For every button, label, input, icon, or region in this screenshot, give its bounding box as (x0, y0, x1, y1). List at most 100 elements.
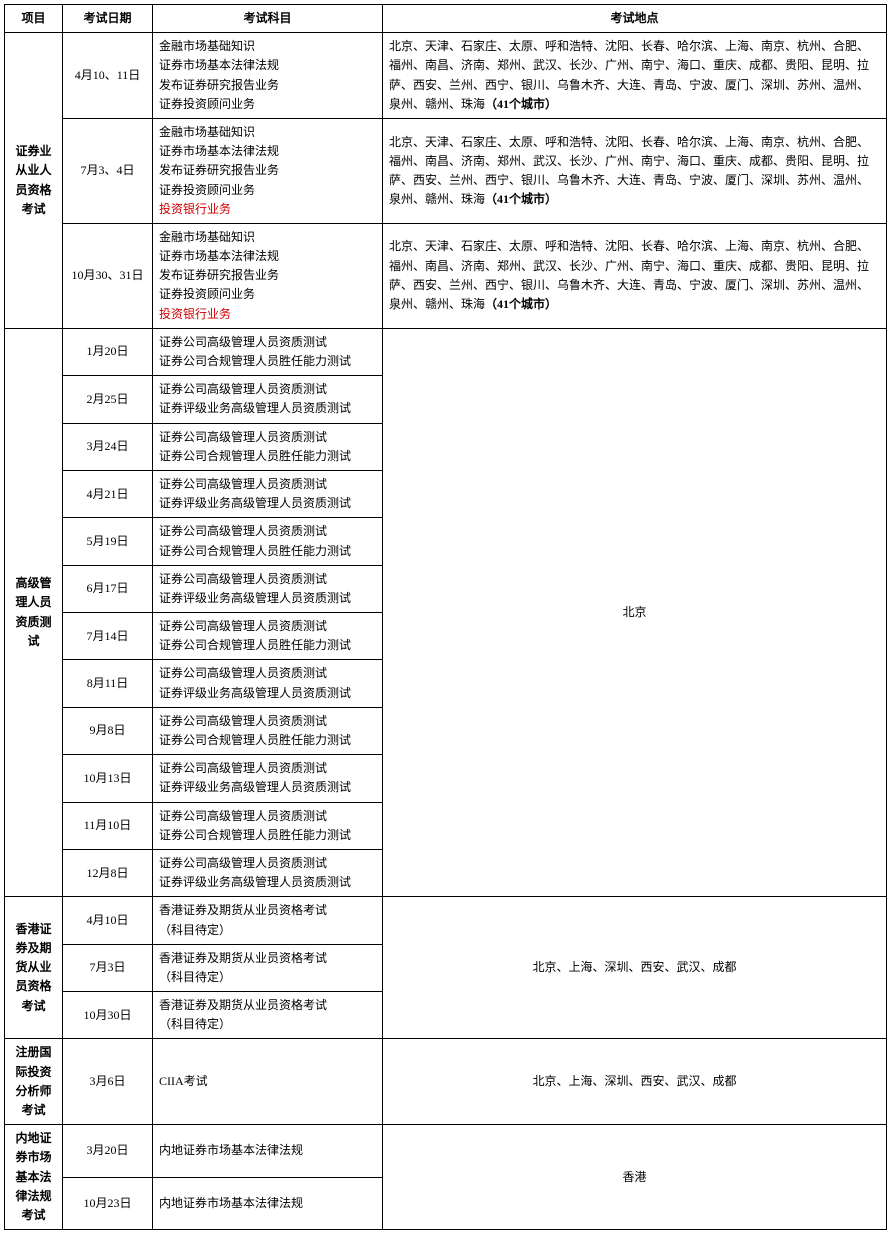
location-cell: 香港 (383, 1125, 887, 1230)
subject-line: （科目待定） (159, 970, 231, 984)
location-count: （41个城市） (485, 192, 557, 206)
location-cell: 北京、上海、深圳、西安、武汉、成都 (383, 897, 887, 1039)
project-cell: 证券业从业人员资格考试 (5, 33, 63, 329)
subject-line: 证券公司高级管理人员资质测试 (159, 856, 327, 870)
subject-line: 发布证券研究报告业务 (159, 268, 279, 282)
subject-cell: 证券公司高级管理人员资质测试证券公司合规管理人员胜任能力测试 (153, 328, 383, 375)
subject-line: 证券公司高级管理人员资质测试 (159, 714, 327, 728)
subject-line: 香港证券及期货从业员资格考试 (159, 998, 327, 1012)
location-count: （41个城市） (485, 97, 557, 111)
subject-line: 证券公司高级管理人员资质测试 (159, 572, 327, 586)
subject-line: 证券评级业务高级管理人员资质测试 (159, 401, 351, 415)
subject-line: 证券公司高级管理人员资质测试 (159, 335, 327, 349)
date-cell: 7月14日 (63, 613, 153, 660)
table-row: 注册国际投资分析师考试3月6日CIIA考试北京、上海、深圳、西安、武汉、成都 (5, 1039, 887, 1125)
subject-cell: 证券公司高级管理人员资质测试证券公司合规管理人员胜任能力测试 (153, 518, 383, 565)
subject-line: 证券市场基本法律法规 (159, 249, 279, 263)
table-row: 10月30、31日金融市场基础知识证券市场基本法律法规发布证券研究报告业务证券投… (5, 223, 887, 328)
subject-cell: 证券公司高级管理人员资质测试证券评级业务高级管理人员资质测试 (153, 660, 383, 707)
table-row: 内地证券市场基本法律法规考试3月20日内地证券市场基本法律法规香港 (5, 1125, 887, 1177)
subject-line: 香港证券及期货从业员资格考试 (159, 951, 327, 965)
table-row: 7月3、4日金融市场基础知识证券市场基本法律法规发布证券研究报告业务证券投资顾问… (5, 118, 887, 223)
subject-line: 证券公司高级管理人员资质测试 (159, 666, 327, 680)
subject-line: 证券市场基本法律法规 (159, 144, 279, 158)
subject-line: 证券公司合规管理人员胜任能力测试 (159, 449, 351, 463)
subject-cell: 内地证券市场基本法律法规 (153, 1125, 383, 1177)
date-cell: 3月20日 (63, 1125, 153, 1177)
date-cell: 2月25日 (63, 376, 153, 423)
subject-line: 证券公司合规管理人员胜任能力测试 (159, 354, 351, 368)
date-cell: 10月30、31日 (63, 223, 153, 328)
date-cell: 7月3日 (63, 944, 153, 991)
subject-line: 证券评级业务高级管理人员资质测试 (159, 780, 351, 794)
header-location: 考试地点 (383, 5, 887, 33)
location-cell: 北京、天津、石家庄、太原、呼和浩特、沈阳、长春、哈尔滨、上海、南京、杭州、合肥、… (383, 33, 887, 119)
location-cell: 北京、天津、石家庄、太原、呼和浩特、沈阳、长春、哈尔滨、上海、南京、杭州、合肥、… (383, 223, 887, 328)
subject-line: 证券公司高级管理人员资质测试 (159, 809, 327, 823)
subject-line: 证券公司合规管理人员胜任能力测试 (159, 828, 351, 842)
table-header-row: 项目 考试日期 考试科目 考试地点 (5, 5, 887, 33)
subject-cell: CIIA考试 (153, 1039, 383, 1125)
project-cell: 注册国际投资分析师考试 (5, 1039, 63, 1125)
subject-line-red: 投资银行业务 (159, 202, 231, 216)
subject-cell: 证券公司高级管理人员资质测试证券评级业务高级管理人员资质测试 (153, 376, 383, 423)
project-cell: 高级管理人员资质测试 (5, 328, 63, 897)
subject-line: 发布证券研究报告业务 (159, 163, 279, 177)
table-row: 香港证券及期货从业员资格考试4月10日香港证券及期货从业员资格考试（科目待定）北… (5, 897, 887, 944)
subject-cell: 金融市场基础知识证券市场基本法律法规发布证券研究报告业务证券投资顾问业务投资银行… (153, 223, 383, 328)
project-cell: 内地证券市场基本法律法规考试 (5, 1125, 63, 1230)
subject-cell: 香港证券及期货从业员资格考试 （科目待定） (153, 992, 383, 1039)
subject-line: 证券公司合规管理人员胜任能力测试 (159, 638, 351, 652)
location-count: （41个城市） (485, 297, 557, 311)
subject-cell: 证券公司高级管理人员资质测试证券公司合规管理人员胜任能力测试 (153, 423, 383, 470)
subject-line: 证券评级业务高级管理人员资质测试 (159, 496, 351, 510)
subject-line: CIIA考试 (159, 1074, 208, 1088)
subject-line: 内地证券市场基本法律法规 (159, 1143, 303, 1157)
subject-line: 金融市场基础知识 (159, 230, 255, 244)
date-cell: 12月8日 (63, 849, 153, 896)
subject-line: 内地证券市场基本法律法规 (159, 1196, 303, 1210)
header-date: 考试日期 (63, 5, 153, 33)
subject-cell: 证券公司高级管理人员资质测试证券评级业务高级管理人员资质测试 (153, 470, 383, 517)
date-cell: 10月30日 (63, 992, 153, 1039)
location-cell: 北京、天津、石家庄、太原、呼和浩特、沈阳、长春、哈尔滨、上海、南京、杭州、合肥、… (383, 118, 887, 223)
subject-cell: 证券公司高级管理人员资质测试证券评级业务高级管理人员资质测试 (153, 755, 383, 802)
subject-line: 证券公司合规管理人员胜任能力测试 (159, 733, 351, 747)
subject-line: 证券投资顾问业务 (159, 97, 255, 111)
subject-cell: 金融市场基础知识证券市场基本法律法规发布证券研究报告业务证券投资顾问业务 (153, 33, 383, 119)
subject-line: 证券投资顾问业务 (159, 183, 255, 197)
date-cell: 1月20日 (63, 328, 153, 375)
subject-cell: 证券公司高级管理人员资质测试证券评级业务高级管理人员资质测试 (153, 849, 383, 896)
subject-line: 证券评级业务高级管理人员资质测试 (159, 686, 351, 700)
date-cell: 10月13日 (63, 755, 153, 802)
subject-line: （科目待定） (159, 1017, 231, 1031)
date-cell: 5月19日 (63, 518, 153, 565)
project-cell: 香港证券及期货从业员资格考试 (5, 897, 63, 1039)
subject-line: 证券市场基本法律法规 (159, 58, 279, 72)
subject-line: 证券评级业务高级管理人员资质测试 (159, 875, 351, 889)
date-cell: 4月21日 (63, 470, 153, 517)
location-cities: 北京、天津、石家庄、太原、呼和浩特、沈阳、长春、哈尔滨、上海、南京、杭州、合肥、… (389, 135, 869, 207)
subject-line: 证券投资顾问业务 (159, 287, 255, 301)
subject-cell: 证券公司高级管理人员资质测试证券公司合规管理人员胜任能力测试 (153, 613, 383, 660)
subject-cell: 内地证券市场基本法律法规 (153, 1177, 383, 1229)
subject-line: 证券公司高级管理人员资质测试 (159, 619, 327, 633)
location-cell: 北京、上海、深圳、西安、武汉、成都 (383, 1039, 887, 1125)
subject-line: 证券公司高级管理人员资质测试 (159, 477, 327, 491)
date-cell: 7月3、4日 (63, 118, 153, 223)
table-row: 证券业从业人员资格考试4月10、11日金融市场基础知识证券市场基本法律法规发布证… (5, 33, 887, 119)
header-subject: 考试科目 (153, 5, 383, 33)
subject-line: 证券公司高级管理人员资质测试 (159, 430, 327, 444)
subject-cell: 金融市场基础知识证券市场基本法律法规发布证券研究报告业务证券投资顾问业务投资银行… (153, 118, 383, 223)
subject-cell: 证券公司高级管理人员资质测试证券评级业务高级管理人员资质测试 (153, 565, 383, 612)
subject-line: 金融市场基础知识 (159, 125, 255, 139)
date-cell: 10月23日 (63, 1177, 153, 1229)
header-project: 项目 (5, 5, 63, 33)
exam-schedule-table: 项目 考试日期 考试科目 考试地点 证券业从业人员资格考试4月10、11日金融市… (4, 4, 887, 1230)
date-cell: 4月10、11日 (63, 33, 153, 119)
location-cities: 北京、天津、石家庄、太原、呼和浩特、沈阳、长春、哈尔滨、上海、南京、杭州、合肥、… (389, 239, 869, 311)
subject-line: 金融市场基础知识 (159, 39, 255, 53)
subject-line: 证券公司合规管理人员胜任能力测试 (159, 544, 351, 558)
date-cell: 8月11日 (63, 660, 153, 707)
table-row: 高级管理人员资质测试1月20日证券公司高级管理人员资质测试证券公司合规管理人员胜… (5, 328, 887, 375)
